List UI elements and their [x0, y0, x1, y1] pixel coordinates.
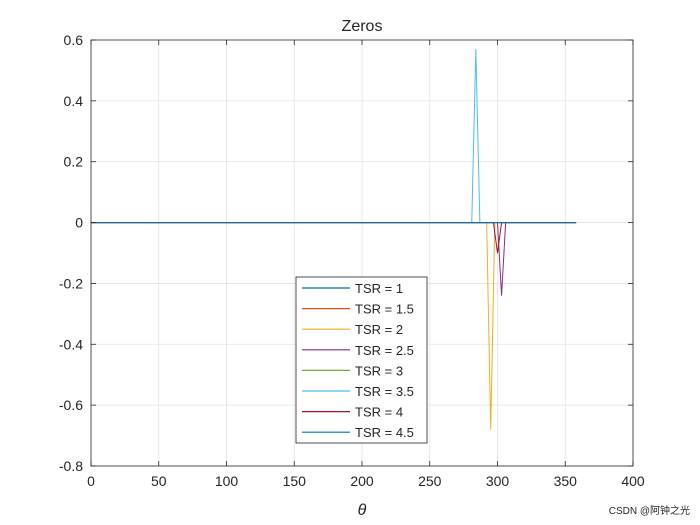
watermark: CSDN @阿钟之光 [609, 504, 690, 517]
y-tick-label: -0.4 [59, 336, 83, 352]
legend-entry: TSR = 4.5 [355, 425, 414, 440]
x-tick-label: 0 [87, 473, 95, 489]
x-tick-label: 350 [554, 473, 578, 489]
x-tick-label: 100 [215, 473, 239, 489]
legend-entry: TSR = 4 [355, 405, 403, 420]
ticks: 0 50 100 150 200 250 300 350 400 -0.8 -0.6 -0.4 -0.2… [59, 32, 645, 489]
y-tick-label: -0.2 [59, 275, 83, 291]
x-tick-label: 150 [283, 473, 307, 489]
chart-title: Zeros [342, 18, 383, 35]
legend-box [295, 276, 428, 444]
legend-entry: TSR = 1.5 [355, 302, 414, 317]
legend-entry: TSR = 2 [355, 322, 403, 337]
y-tick-label: 0 [75, 215, 83, 231]
legend-entry: TSR = 2.5 [355, 343, 414, 358]
x-tick-label: 200 [350, 473, 374, 489]
y-tick-label: -0.6 [59, 397, 83, 413]
legend-entry: TSR = 3.5 [355, 384, 414, 399]
y-tick-label: 0.4 [64, 93, 84, 109]
series-layer [91, 49, 577, 430]
y-tick-label: 0.6 [64, 32, 84, 48]
y-tick-label: -0.8 [59, 458, 83, 474]
x-tick-label: 50 [151, 473, 167, 489]
y-tick-label: 0.2 [64, 154, 84, 170]
x-tick-label: 400 [621, 473, 645, 489]
x-tick-label: 300 [486, 473, 510, 489]
legend-entry: TSR = 3 [355, 363, 403, 378]
legend: TSR = 1 TSR = 1.5 TSR = 2 TSR = 2.5 TSR = 3 T… [295, 276, 428, 444]
x-axis-label: θ [358, 502, 367, 519]
legend-entry: TSR = 1 [355, 281, 403, 296]
x-tick-label: 250 [418, 473, 442, 489]
